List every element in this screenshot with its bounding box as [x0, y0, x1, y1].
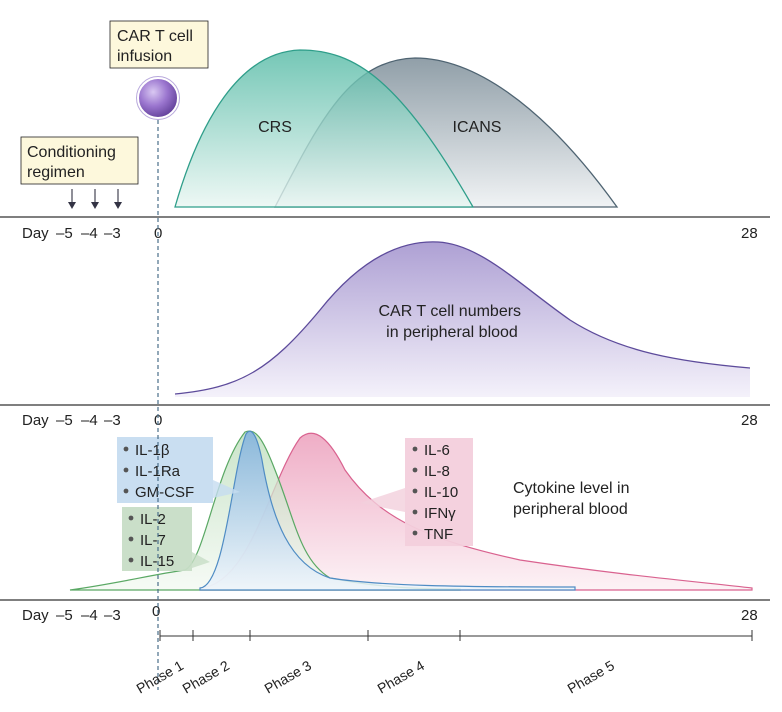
- day-axis-2: Day –5 –4 –3 0 28: [0, 404, 770, 429]
- svg-text:Day: Day: [22, 412, 49, 429]
- panel-crs-icans: CRS ICANS Conditioning regimen CAR T cel…: [20, 20, 619, 209]
- svg-text:IL-1β: IL-1β: [135, 442, 170, 459]
- svg-text:IL-6: IL-6: [424, 442, 450, 459]
- conditioning-arrows: [68, 189, 122, 209]
- panel-car-t-numbers: CAR T cell numbers in peripheral blood: [174, 241, 751, 397]
- svg-text:IL-10: IL-10: [424, 484, 458, 501]
- svg-text:TNF: TNF: [424, 526, 453, 543]
- day-axis-1: Day –5 –4 –3 0 28: [0, 216, 770, 242]
- car-t-infusion-label: CAR T cell infusion: [117, 28, 197, 65]
- blue-cytokine-list: IL-1β IL-1Ra GM-CSF: [123, 442, 194, 501]
- svg-text:GM-CSF: GM-CSF: [135, 484, 194, 501]
- svg-text:28: 28: [741, 607, 758, 624]
- green-cytokine-list: IL-2 IL-7 IL-15: [128, 511, 174, 570]
- svg-text:28: 28: [741, 412, 758, 429]
- svg-text:–4: –4: [81, 225, 98, 242]
- phase-bracket: [159, 630, 753, 641]
- car-t-numbers-curve: [175, 241, 750, 397]
- pink-cytokine-list: IL-6 IL-8 IL-10 IFNγ TNF: [412, 442, 458, 543]
- blue-cytokine-box: [117, 437, 213, 503]
- day-axis-3: Day –5 –4 –3 0 28: [0, 599, 770, 624]
- icans-label: ICANS: [453, 119, 502, 136]
- day-28: 28: [741, 225, 758, 242]
- svg-text:–3: –3: [104, 607, 121, 624]
- phase-labels: Phase 1 Phase 2 Phase 3 Phase 4 Phase 5: [134, 657, 618, 697]
- panel-cytokines: IL-1β IL-1Ra GM-CSF IL-2 IL-7 IL-15 IL-6…: [69, 430, 753, 591]
- svg-text:–4: –4: [81, 412, 98, 429]
- phase-2-label: Phase 2: [180, 657, 233, 697]
- car-t-numbers-label: CAR T cell numbers in peripheral blood: [378, 303, 525, 341]
- svg-text:IFNγ: IFNγ: [424, 505, 456, 522]
- green-cytokine-box: [122, 507, 192, 571]
- svg-text:–5: –5: [56, 607, 73, 624]
- svg-text:IL-8: IL-8: [424, 463, 450, 480]
- svg-text:0: 0: [154, 412, 162, 429]
- svg-text:–3: –3: [104, 412, 121, 429]
- svg-text:IL-15: IL-15: [140, 553, 174, 570]
- svg-text:–4: –4: [81, 607, 98, 624]
- conditioning-label: Conditioning regimen: [27, 144, 120, 181]
- svg-text:IL-2: IL-2: [140, 511, 166, 528]
- conditioning-box: [20, 136, 139, 185]
- day-label: Day: [22, 225, 49, 242]
- phase-1-label: Phase 1: [134, 657, 187, 697]
- phase-4-label: Phase 4: [375, 657, 428, 697]
- car-t-infusion-box: [109, 20, 209, 69]
- phase-5-label: Phase 5: [565, 657, 618, 697]
- svg-text:Day: Day: [22, 607, 49, 624]
- svg-text:–5: –5: [56, 412, 73, 429]
- svg-text:0: 0: [152, 603, 160, 620]
- phase-3-label: Phase 3: [262, 657, 315, 697]
- car-t-cell-icon: [137, 77, 179, 119]
- svg-text:–3: –3: [104, 225, 121, 242]
- crs-curve: [174, 49, 475, 208]
- svg-text:IL-7: IL-7: [140, 532, 166, 549]
- crs-label: CRS: [258, 119, 292, 136]
- svg-text:–5: –5: [56, 225, 73, 242]
- cytokine-level-label: Cytokine level in peripheral blood: [513, 480, 634, 518]
